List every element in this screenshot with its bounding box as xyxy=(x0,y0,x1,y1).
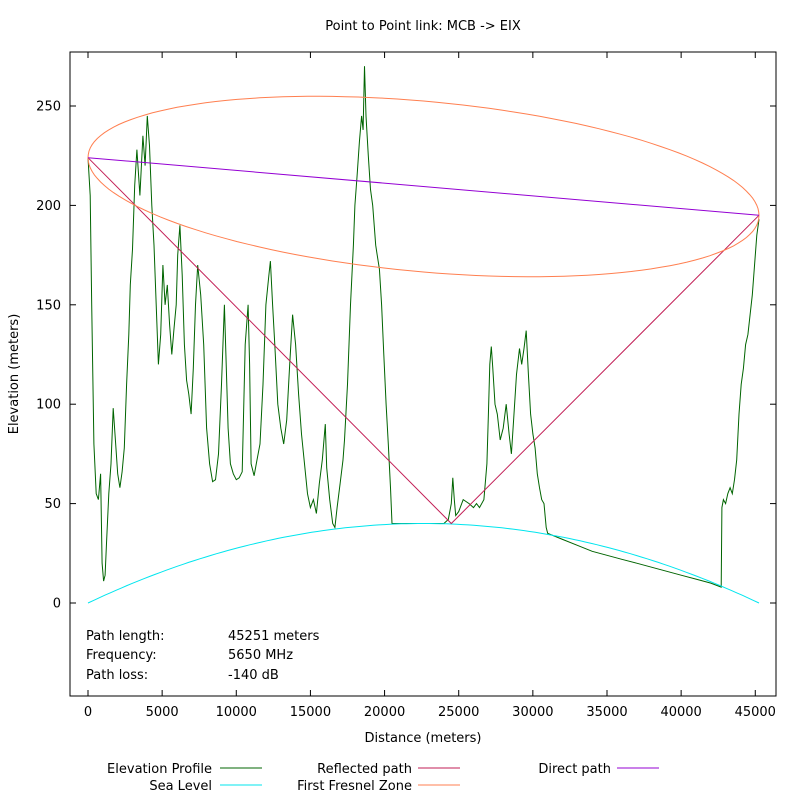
info-path-loss-value: -140 dB xyxy=(228,668,279,683)
info-frequency-label: Frequency: xyxy=(86,648,157,663)
y-axis-label: Elevation (meters) xyxy=(7,314,22,435)
x-tick-label: 40000 xyxy=(660,705,701,720)
y-tick-label: 150 xyxy=(36,298,61,313)
info-frequency-value: 5650 MHz xyxy=(228,648,293,663)
series-reflected-path xyxy=(87,157,760,525)
x-tick-label: 20000 xyxy=(364,705,405,720)
y-tick-label: 200 xyxy=(36,199,61,214)
chart-title: Point to Point link: MCB -> EIX xyxy=(325,19,521,34)
y-tick-label: 100 xyxy=(36,398,61,413)
x-tick-label: 0 xyxy=(84,705,92,720)
x-tick-label: 25000 xyxy=(438,705,479,720)
y-tick-label: 50 xyxy=(44,497,61,512)
path-info: Path length: 45251 meters Frequency: 565… xyxy=(86,629,320,683)
series-elevation-profile xyxy=(87,66,760,588)
x-tick-label: 5000 xyxy=(146,705,179,720)
series-direct-path xyxy=(87,157,760,216)
legend-label-first-fresnel-zone: First Fresnel Zone xyxy=(297,779,412,794)
axis-ticks: 0 5000 10000 15000 20000 25000 30000 35000 40000… xyxy=(36,52,776,720)
series-sea-level xyxy=(87,523,760,604)
legend-label-direct-path: Direct path xyxy=(538,762,611,777)
legend: Elevation Profile Sea Level Reflected pa… xyxy=(107,762,659,794)
x-tick-label: 10000 xyxy=(216,705,257,720)
plot-frame xyxy=(69,51,777,697)
info-path-length-label: Path length: xyxy=(86,629,165,644)
x-tick-label: 15000 xyxy=(290,705,331,720)
y-tick-label: 0 xyxy=(53,597,61,612)
y-tick-label: 250 xyxy=(36,100,61,115)
legend-label-reflected-path: Reflected path xyxy=(317,762,412,777)
x-axis-label: Distance (meters) xyxy=(365,731,482,746)
x-tick-label: 45000 xyxy=(735,705,776,720)
legend-label-elevation-profile: Elevation Profile xyxy=(107,762,212,777)
info-path-length-value: 45251 meters xyxy=(228,629,320,644)
x-tick-label: 35000 xyxy=(586,705,627,720)
series-layer xyxy=(87,66,760,604)
legend-label-sea-level: Sea Level xyxy=(149,779,212,794)
x-tick-label: 30000 xyxy=(512,705,553,720)
info-path-loss-label: Path loss: xyxy=(86,668,148,683)
